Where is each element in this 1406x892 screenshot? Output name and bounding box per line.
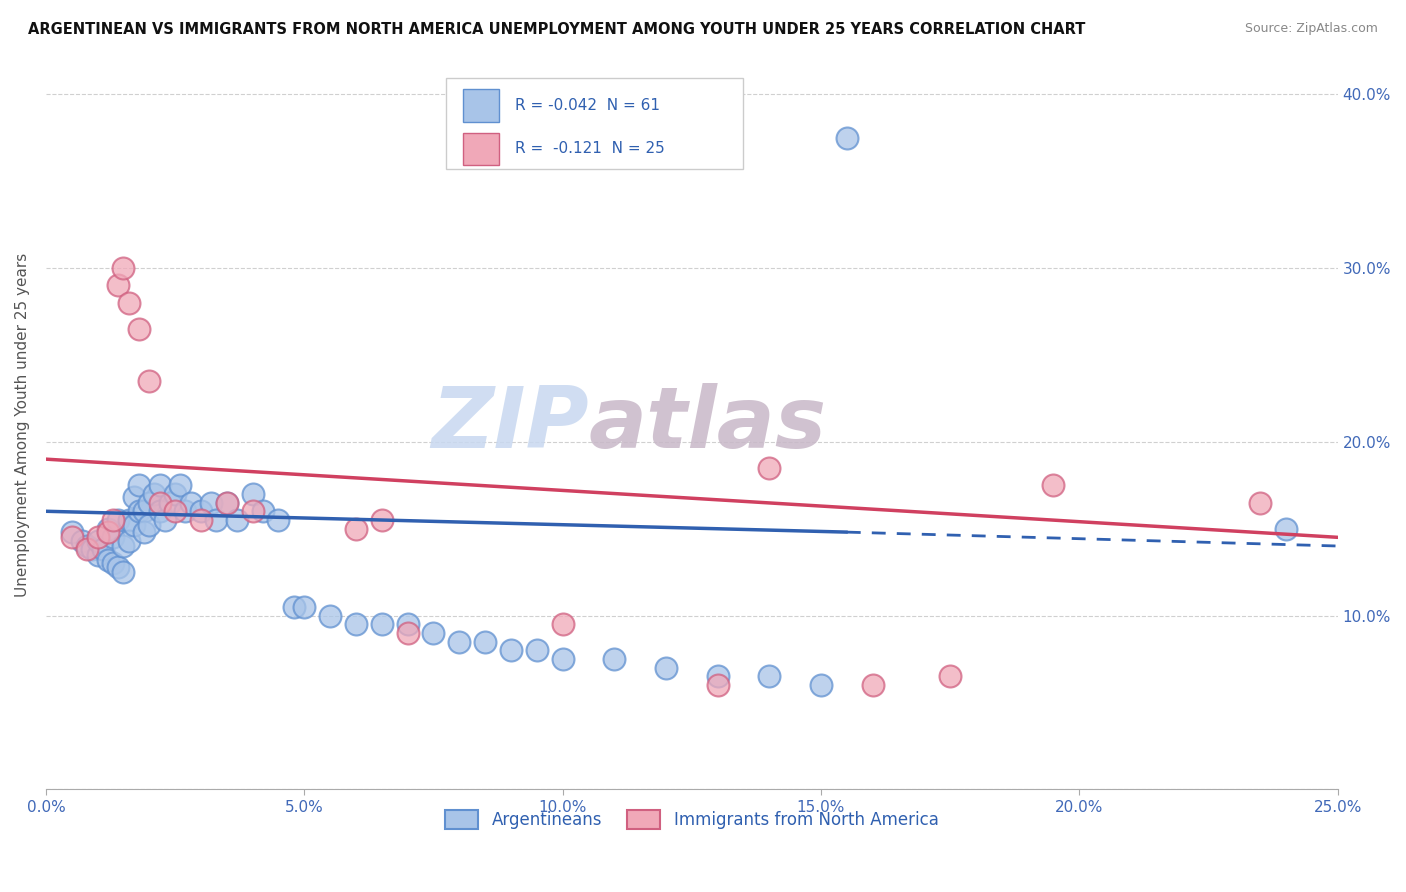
Point bbox=[117, 295, 139, 310]
Point bbox=[128, 478, 150, 492]
Point bbox=[371, 617, 394, 632]
Text: R =  -0.121  N = 25: R = -0.121 N = 25 bbox=[515, 142, 665, 156]
FancyBboxPatch shape bbox=[463, 133, 499, 165]
Point bbox=[242, 504, 264, 518]
Point bbox=[117, 513, 139, 527]
Point bbox=[70, 533, 93, 548]
Point bbox=[134, 525, 156, 540]
Point bbox=[396, 625, 419, 640]
Point bbox=[86, 548, 108, 562]
Point bbox=[107, 559, 129, 574]
Point bbox=[205, 513, 228, 527]
Y-axis label: Unemployment Among Youth under 25 years: Unemployment Among Youth under 25 years bbox=[15, 252, 30, 597]
Point bbox=[134, 504, 156, 518]
Point bbox=[190, 504, 212, 518]
Point bbox=[138, 518, 160, 533]
Text: R = -0.042  N = 61: R = -0.042 N = 61 bbox=[515, 98, 659, 112]
Point bbox=[86, 530, 108, 544]
Text: atlas: atlas bbox=[589, 383, 827, 466]
Point bbox=[101, 530, 124, 544]
Point bbox=[86, 533, 108, 548]
Point bbox=[215, 495, 238, 509]
Point bbox=[128, 322, 150, 336]
Point bbox=[1249, 495, 1271, 509]
Point bbox=[706, 678, 728, 692]
Text: Source: ZipAtlas.com: Source: ZipAtlas.com bbox=[1244, 22, 1378, 36]
Point bbox=[107, 513, 129, 527]
Point bbox=[169, 478, 191, 492]
Point bbox=[655, 660, 678, 674]
Point bbox=[1275, 522, 1298, 536]
Point bbox=[60, 525, 83, 540]
Point bbox=[758, 669, 780, 683]
Point bbox=[76, 539, 98, 553]
FancyBboxPatch shape bbox=[463, 89, 499, 121]
Point bbox=[97, 525, 120, 540]
Point bbox=[344, 522, 367, 536]
Point bbox=[112, 261, 135, 276]
Point bbox=[60, 530, 83, 544]
Point bbox=[551, 617, 574, 632]
Point bbox=[82, 542, 104, 557]
Point bbox=[91, 542, 114, 557]
Point bbox=[862, 678, 884, 692]
Point bbox=[107, 278, 129, 293]
Point bbox=[112, 565, 135, 579]
Point bbox=[76, 542, 98, 557]
Point bbox=[165, 504, 187, 518]
Point bbox=[422, 625, 444, 640]
Point bbox=[159, 495, 181, 509]
Point bbox=[165, 487, 187, 501]
Text: ARGENTINEAN VS IMMIGRANTS FROM NORTH AMERICA UNEMPLOYMENT AMONG YOUTH UNDER 25 Y: ARGENTINEAN VS IMMIGRANTS FROM NORTH AME… bbox=[28, 22, 1085, 37]
FancyBboxPatch shape bbox=[446, 78, 744, 169]
Point bbox=[603, 652, 626, 666]
Point bbox=[226, 513, 249, 527]
Point bbox=[174, 504, 197, 518]
Point bbox=[128, 504, 150, 518]
Point bbox=[474, 634, 496, 648]
Point bbox=[344, 617, 367, 632]
Point bbox=[117, 533, 139, 548]
Point bbox=[97, 553, 120, 567]
Point bbox=[267, 513, 290, 527]
Point bbox=[101, 557, 124, 571]
Point bbox=[758, 460, 780, 475]
Point bbox=[143, 487, 166, 501]
Point bbox=[371, 513, 394, 527]
Point bbox=[138, 374, 160, 388]
Point bbox=[242, 487, 264, 501]
Point bbox=[122, 518, 145, 533]
Point bbox=[835, 130, 858, 145]
Point bbox=[122, 491, 145, 505]
Point bbox=[153, 513, 176, 527]
Point bbox=[551, 652, 574, 666]
Point bbox=[138, 495, 160, 509]
Point bbox=[149, 504, 172, 518]
Point bbox=[190, 513, 212, 527]
Point bbox=[939, 669, 962, 683]
Legend: Argentineans, Immigrants from North America: Argentineans, Immigrants from North Amer… bbox=[439, 803, 945, 836]
Point bbox=[292, 599, 315, 614]
Point bbox=[499, 643, 522, 657]
Point bbox=[1042, 478, 1064, 492]
Point bbox=[252, 504, 274, 518]
Point bbox=[810, 678, 832, 692]
Point bbox=[449, 634, 471, 648]
Point bbox=[112, 539, 135, 553]
Point bbox=[180, 495, 202, 509]
Point bbox=[149, 478, 172, 492]
Point bbox=[101, 513, 124, 527]
Point bbox=[706, 669, 728, 683]
Point bbox=[200, 495, 222, 509]
Point bbox=[319, 608, 342, 623]
Text: ZIP: ZIP bbox=[430, 383, 589, 466]
Point bbox=[526, 643, 548, 657]
Point bbox=[97, 522, 120, 536]
Point bbox=[149, 495, 172, 509]
Point bbox=[283, 599, 305, 614]
Point bbox=[396, 617, 419, 632]
Point bbox=[215, 495, 238, 509]
